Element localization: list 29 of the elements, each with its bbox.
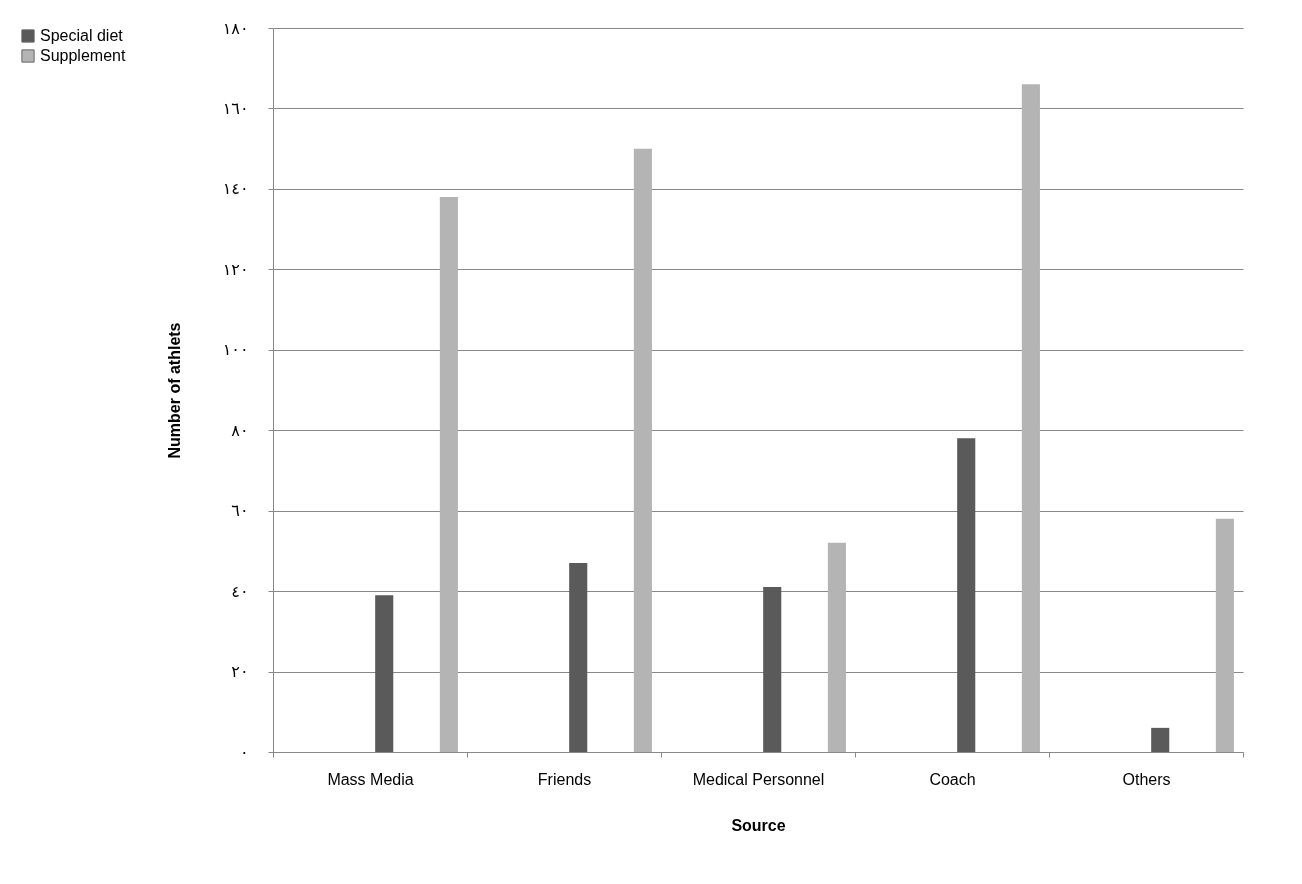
x-axis-title: Source [731, 816, 786, 834]
y-tick-label: ١٨٠ [222, 18, 249, 38]
bar [375, 595, 394, 752]
bar [957, 438, 976, 752]
bar [633, 148, 652, 752]
x-tick-label: Friends [537, 770, 592, 788]
bar [763, 587, 782, 752]
bar [1151, 727, 1170, 752]
bar [439, 196, 458, 752]
y-tick-label: ١٤٠ [222, 179, 249, 199]
x-tick-label: Medical Personnel [692, 770, 825, 788]
y-tick-label: ١٠٠ [222, 340, 249, 360]
y-tick-label: ١٢٠ [222, 259, 249, 279]
x-tick-label: Others [1122, 770, 1171, 788]
y-tick-label: ٤٠ [231, 581, 249, 601]
x-tick-label: Mass Media [327, 770, 414, 788]
y-tick-label: ٦٠ [231, 501, 249, 521]
y-tick-label: ٠ [239, 742, 249, 762]
legend-label: Special diet [40, 27, 124, 44]
bar [1215, 518, 1234, 752]
legend-label: Supplement [40, 47, 126, 64]
bar [569, 562, 588, 752]
x-tick-label: Coach [929, 770, 976, 788]
bar [1021, 84, 1040, 752]
y-axis-title: Number of athlets [165, 322, 183, 459]
y-tick-label: ١٦٠ [222, 98, 249, 118]
y-tick-label: ٢٠ [231, 662, 249, 682]
y-tick-label: ٨٠ [231, 420, 249, 440]
bar [827, 542, 846, 752]
